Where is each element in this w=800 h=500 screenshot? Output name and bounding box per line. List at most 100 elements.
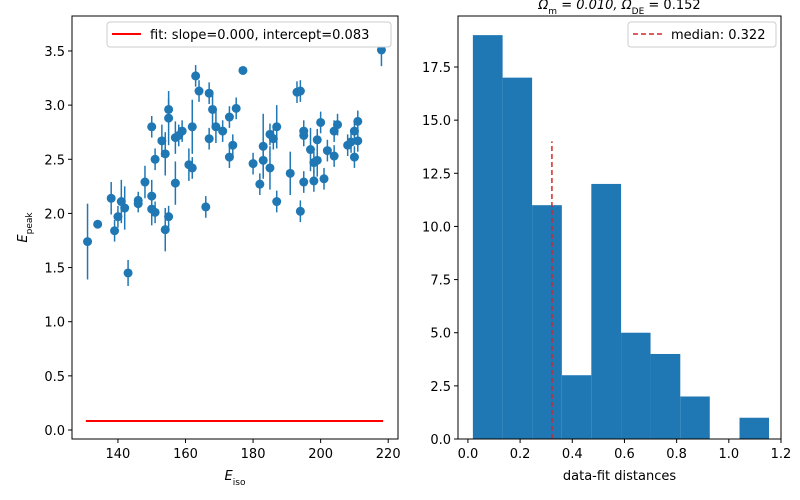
point (208, 104, 218, 114)
point (164, 212, 174, 222)
point (285, 168, 295, 178)
axes-frame (457, 15, 782, 440)
x-axis-label: Eiso (225, 469, 246, 488)
bar (650, 353, 681, 439)
point (160, 225, 170, 235)
x-tick-label: 1.2 (771, 447, 792, 462)
y-tick-label: 7.5 (430, 274, 451, 289)
y-tick-label: 5.0 (430, 327, 451, 342)
point (322, 146, 332, 156)
x-axis-label: data-fit distances (563, 469, 676, 484)
legend: fit: slope=0.000, intercept=0.083 (106, 21, 392, 48)
point (191, 71, 201, 81)
point (106, 193, 116, 203)
y-tick-label: 15.0 (422, 114, 451, 129)
text-part: Ω (537, 0, 548, 13)
point (177, 126, 187, 136)
x-tick-label: 160 (173, 447, 198, 462)
bar (621, 332, 651, 439)
point (204, 88, 214, 98)
point (353, 116, 363, 126)
point (110, 226, 120, 236)
y-tick-label: 3.5 (44, 45, 65, 60)
x-tick-label: 0.2 (510, 447, 531, 462)
point (140, 177, 150, 187)
point (248, 159, 258, 169)
legend-label: fit: slope=0.000, intercept=0.083 (150, 28, 369, 43)
text-part: E (16, 234, 31, 243)
y-tick-label: 10.0 (422, 220, 451, 235)
point (157, 136, 167, 146)
point (211, 122, 221, 132)
point (113, 212, 123, 222)
point (231, 103, 241, 113)
x-tick-label: 200 (308, 447, 333, 462)
x-tick-label: 220 (376, 447, 401, 462)
bar (739, 417, 769, 439)
x-tick-label: 0.0 (458, 447, 479, 462)
x-tick-label: 140 (106, 447, 131, 462)
axes-frame (71, 15, 399, 440)
point (201, 202, 211, 212)
bar (680, 396, 710, 439)
point (238, 65, 248, 75)
point (228, 140, 238, 150)
point (349, 126, 359, 136)
point (147, 122, 157, 132)
y-tick-label: 2.0 (44, 207, 65, 222)
point (187, 122, 197, 132)
point (147, 191, 157, 201)
point (272, 197, 282, 207)
point (83, 237, 93, 247)
point (295, 86, 305, 96)
point (306, 145, 316, 155)
y-tick-label: 1.5 (44, 262, 65, 277)
point (265, 163, 275, 173)
point (268, 134, 278, 144)
y-tick-label: 17.5 (422, 61, 451, 76)
point (150, 154, 160, 164)
y-tick-label: 0.0 (430, 433, 451, 448)
point (120, 203, 130, 213)
point (93, 219, 103, 229)
point (255, 179, 265, 189)
subscript: peak (25, 212, 35, 235)
text-part: = 0.010, Ω (557, 0, 632, 13)
legend-box (627, 21, 777, 48)
point (204, 134, 214, 144)
text-part: E (225, 469, 234, 484)
y-tick-label: 2.5 (44, 153, 65, 168)
point (170, 178, 180, 188)
point (333, 120, 343, 130)
x-tick-label: 1.0 (718, 447, 739, 462)
point (312, 135, 322, 145)
y-tick-label: 0.5 (44, 370, 65, 385)
point (150, 207, 160, 217)
point (164, 104, 174, 114)
point (299, 126, 309, 136)
point (133, 199, 143, 209)
y-axis-label: Epeak (16, 212, 35, 243)
subscript: m (548, 7, 557, 17)
legend-box (106, 21, 392, 48)
point (346, 137, 356, 147)
subscript: DE (632, 7, 645, 17)
point (295, 206, 305, 216)
point (224, 112, 234, 122)
x-tick-label: 0.4 (562, 447, 583, 462)
point (123, 268, 133, 278)
point (160, 149, 170, 159)
chart-title: Ωm = 0.010, ΩDE = 0.152 (537, 0, 700, 17)
point (353, 136, 363, 146)
legend: median: 0.322 (627, 21, 777, 48)
y-tick-label: 0.0 (44, 424, 65, 439)
point (272, 122, 282, 132)
point (194, 86, 204, 96)
point (224, 152, 234, 162)
point (187, 163, 197, 173)
subscript: iso (233, 478, 246, 488)
point (299, 177, 309, 187)
y-tick-label: 1.0 (44, 316, 65, 331)
point (316, 117, 326, 127)
